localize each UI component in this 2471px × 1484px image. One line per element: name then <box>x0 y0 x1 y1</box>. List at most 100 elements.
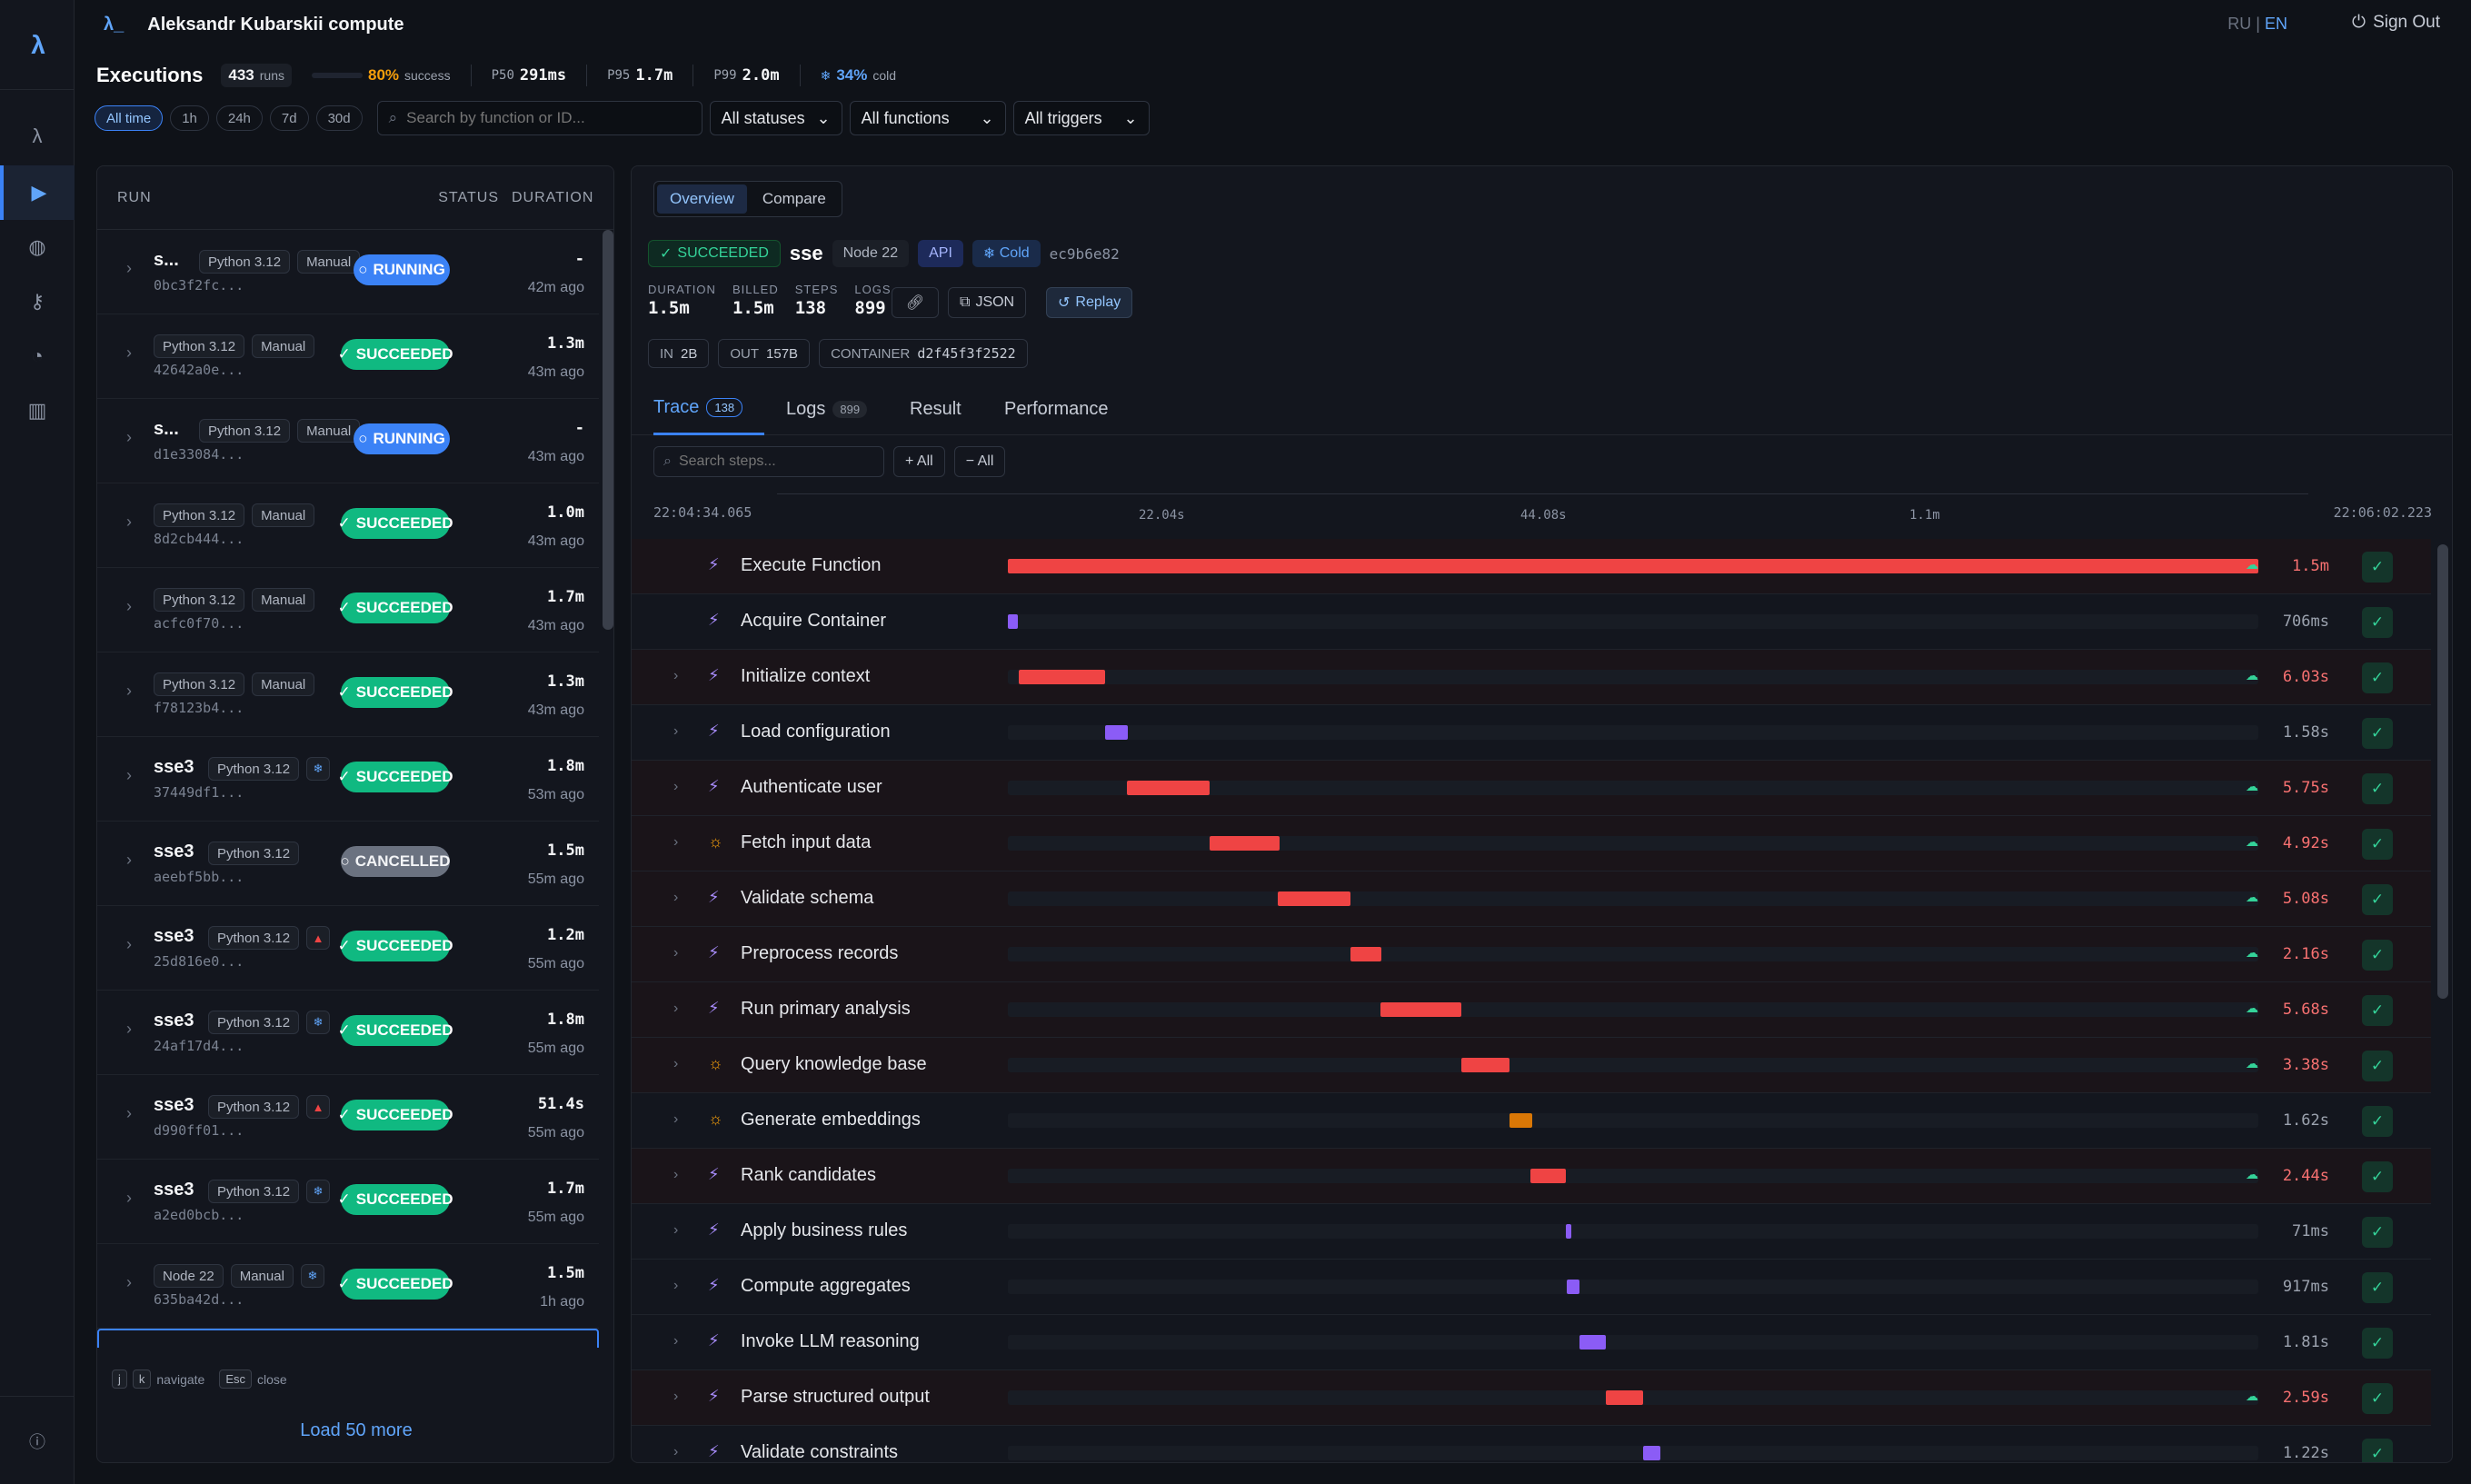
chevron-right-icon[interactable]: › <box>126 935 132 953</box>
range-chip[interactable]: 7d <box>269 105 309 131</box>
rail-key-icon[interactable]: ⚷ <box>29 290 45 313</box>
copy-link-button[interactable]: 🔗︎ <box>892 287 939 318</box>
run-row[interactable]: › sse3 24af17d4... Python 3.12 ❄ ✓ SUCCEEDED 1.… <box>97 991 599 1075</box>
chevron-right-icon[interactable]: › <box>673 1333 679 1349</box>
run-row[interactable]: › sse3 aeebf5bb... Python 3.12 ○ CANCELLED 1.5… <box>97 822 599 906</box>
chevron-right-icon[interactable]: › <box>673 779 679 794</box>
run-search-input[interactable] <box>406 109 680 127</box>
chevron-right-icon[interactable]: › <box>673 1001 679 1016</box>
chevron-right-icon[interactable]: › <box>126 1273 132 1291</box>
range-chip[interactable]: 1h <box>170 105 209 131</box>
run-row[interactable]: › s... d1e33084... Python 3.12 Manual ○ RUNNIN… <box>97 399 599 483</box>
trigger-tag: API <box>918 240 963 267</box>
rail-executions-icon[interactable]: ▶ <box>0 165 75 220</box>
chevron-right-icon[interactable]: › <box>126 851 132 869</box>
trace-step[interactable]: › ⚡︎ Compute aggregates 917ms ✓ <box>632 1260 2431 1315</box>
sign-out-button[interactable]: ⏻ Sign Out <box>2352 13 2440 33</box>
range-chip[interactable]: 30d <box>315 105 363 131</box>
run-row[interactable]: › sse3 37449df1... Python 3.12 ❄ ✓ SUCCEEDED 1.… <box>97 737 599 822</box>
run-row[interactable]: › sse3 a2ed0bcb... Python 3.12 ❄ ✓ SUCCEEDED 1.… <box>97 1160 599 1244</box>
chevron-right-icon[interactable]: › <box>126 513 132 531</box>
chevron-right-icon[interactable]: › <box>673 1167 679 1182</box>
tab-result[interactable]: Result <box>910 398 961 419</box>
rail-alerts-icon[interactable]: ◔ <box>31 344 44 367</box>
trace-step[interactable]: › ⚡︎ Preprocess records 2.16s ☁ ✓ <box>632 927 2431 982</box>
trace-step[interactable]: › ⚡︎ Invoke LLM reasoning 1.81s ✓ <box>632 1315 2431 1370</box>
trace-step[interactable]: ⚡︎ Acquire Container 706ms ✓ <box>632 594 2431 650</box>
run-row[interactable]: › f78123b4... Python 3.12 Manual ✓ SUCCEEDED 1… <box>97 652 599 737</box>
chevron-right-icon[interactable]: › <box>126 1104 132 1122</box>
lang-en[interactable]: EN <box>2264 15 2287 33</box>
chevron-right-icon[interactable]: › <box>673 723 679 739</box>
run-search[interactable]: ⌕ <box>376 101 702 135</box>
trace-step[interactable]: ⚡︎ Execute Function 1.5m ☁ ✓ <box>632 539 2431 594</box>
chevron-right-icon[interactable]: › <box>673 1444 679 1459</box>
chevron-right-icon[interactable]: › <box>126 766 132 784</box>
trace-step[interactable]: › ☼ Generate embeddings 1.62s ✓ <box>632 1093 2431 1149</box>
trace-step[interactable]: › ⚡︎ Initialize context 6.03s ☁ ✓ <box>632 650 2431 705</box>
trigger-filter[interactable]: All triggers ⌄ <box>1012 101 1150 135</box>
chevron-right-icon[interactable]: › <box>673 1111 679 1127</box>
chevron-right-icon[interactable]: › <box>673 945 679 961</box>
trace-step[interactable]: › ⚡︎ Apply business rules 71ms ✓ <box>632 1204 2431 1260</box>
tab-compare[interactable]: Compare <box>762 190 826 207</box>
chevron-right-icon[interactable]: › <box>126 428 132 446</box>
collapse-all-button[interactable]: − All <box>953 446 1006 477</box>
expand-all-button[interactable]: + All <box>893 446 945 477</box>
run-row[interactable]: › 42642a0e... Python 3.12 Manual ✓ SUCCEEDED 1… <box>97 314 599 399</box>
trace-step[interactable]: › ⚡︎ Run primary analysis 5.68s ☁ ✓ <box>632 982 2431 1038</box>
status-filter[interactable]: All statuses ⌄ <box>709 101 842 135</box>
chevron-right-icon[interactable]: › <box>126 344 132 362</box>
chevron-right-icon[interactable]: › <box>673 1278 679 1293</box>
json-button[interactable]: ⧉ JSON <box>948 287 1027 318</box>
step-search[interactable]: ⌕ <box>653 446 884 477</box>
chevron-right-icon[interactable]: › <box>126 682 132 700</box>
trace-step[interactable]: › ⚡︎ Load configuration 1.58s ✓ <box>632 705 2431 761</box>
chevron-right-icon[interactable]: › <box>126 1189 132 1207</box>
chevron-right-icon[interactable]: › <box>673 1389 679 1404</box>
function-filter[interactable]: All functions ⌄ <box>849 101 1006 135</box>
run-row[interactable]: › 8d2cb444... Python 3.12 Manual ✓ SUCCEEDED 1… <box>97 483 599 568</box>
rail-docs-icon[interactable]: ▥ <box>27 399 47 422</box>
range-chip[interactable]: All time <box>95 105 164 131</box>
range-chip[interactable]: 24h <box>215 105 263 131</box>
tab-performance[interactable]: Performance <box>1004 398 1109 419</box>
chevron-right-icon[interactable]: › <box>673 668 679 683</box>
rail-globe-icon[interactable]: ◍ <box>28 235 46 258</box>
p99-label: P99 <box>713 68 737 83</box>
run-row[interactable]: › sse3 25d816e0... Python 3.12 ▲ ✓ SUCCEEDED 1.… <box>97 906 599 991</box>
replay-button[interactable]: ↺ Replay <box>1046 287 1133 318</box>
run-row[interactable]: › acfc0f70... Python 3.12 Manual ✓ SUCCEEDED 1… <box>97 568 599 652</box>
tab-overview[interactable]: Overview <box>657 184 747 214</box>
app-logo-icon[interactable]: λ <box>31 31 45 59</box>
chevron-right-icon[interactable]: › <box>126 1020 132 1038</box>
trace-step[interactable]: › ☼ Fetch input data 4.92s ☁ ✓ <box>632 816 2431 871</box>
chevron-right-icon[interactable]: › <box>673 1222 679 1238</box>
chevron-right-icon[interactable]: › <box>126 597 132 615</box>
runs-scrollbar[interactable] <box>603 230 613 630</box>
chevron-right-icon[interactable]: › <box>673 1056 679 1071</box>
trace-step[interactable]: › ☼ Query knowledge base 3.38s ☁ ✓ <box>632 1038 2431 1093</box>
trace-step[interactable]: › ⚡︎ Parse structured output 2.59s ☁ ✓ <box>632 1370 2431 1426</box>
detail-tabs: Trace 138 Logs 899 Result Performance <box>632 383 2452 435</box>
tab-logs[interactable]: Logs 899 <box>786 383 868 435</box>
trace-step[interactable]: › ⚡︎ Rank candidates 2.44s ☁ ✓ <box>632 1149 2431 1204</box>
run-row[interactable]: › sse3 d990ff01... Python 3.12 ▲ ✓ SUCCEEDED 51… <box>97 1075 599 1160</box>
chevron-right-icon[interactable]: › <box>126 259 132 277</box>
check-icon: ✓ <box>337 683 351 701</box>
load-more-button[interactable]: Load 50 more <box>300 1420 413 1440</box>
trace-step[interactable]: › ⚡︎ Validate schema 5.08s ☁ ✓ <box>632 871 2431 927</box>
chevron-right-icon[interactable]: › <box>673 890 679 905</box>
tab-trace[interactable]: Trace 138 <box>653 383 764 435</box>
lang-ru[interactable]: RU <box>2227 15 2252 33</box>
trace-step[interactable]: › ⚡︎ Validate constraints 1.22s ✓ <box>632 1426 2431 1462</box>
trace-scrollbar[interactable] <box>2437 544 2448 999</box>
chevron-right-icon[interactable]: › <box>673 834 679 850</box>
run-row[interactable]: › s... 0bc3f2fc... Python 3.12 Manual ○ RUNNIN… <box>97 230 599 314</box>
run-row[interactable]: › 635ba42d... Node 22 Manual ❄ ✓ SUCCEEDED 1.5m… <box>97 1244 599 1329</box>
trace-step[interactable]: › ⚡︎ Authenticate user 5.75s ☁ ✓ <box>632 761 2431 816</box>
step-search-input[interactable] <box>678 453 861 470</box>
help-icon[interactable]: ⓘ <box>29 1433 45 1451</box>
rail-home-icon[interactable]: λ <box>32 124 43 147</box>
